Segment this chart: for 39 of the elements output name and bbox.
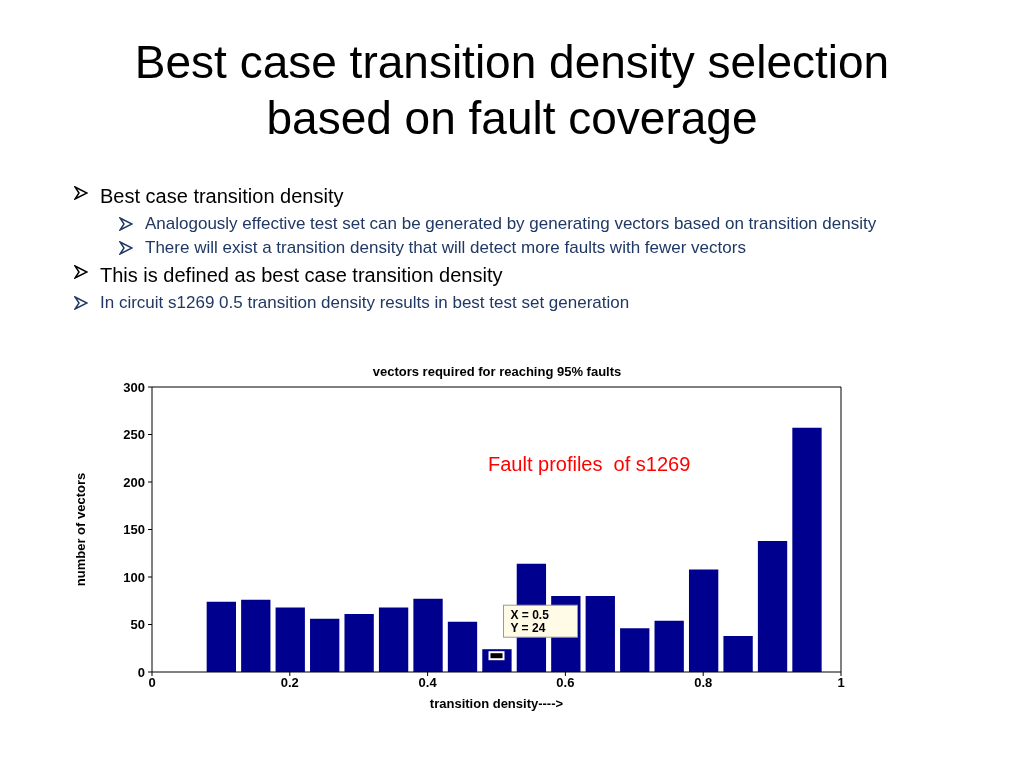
bar	[757, 540, 788, 672]
y-tick-label: 300	[123, 379, 145, 395]
bar	[275, 607, 305, 672]
bar	[688, 569, 719, 672]
bar	[723, 635, 753, 672]
text: Best case transition density	[100, 184, 345, 209]
text: This is defined as best case transition density	[100, 263, 504, 288]
bar	[310, 618, 340, 672]
x-tick-label: 0	[148, 675, 156, 691]
bar	[378, 607, 409, 672]
bar	[447, 621, 478, 672]
x-tick-label: 0.2	[280, 675, 299, 691]
text: Analogously effective test set can be generated by generating vectors based on transition density	[145, 213, 878, 234]
x-tick-label: 0.8	[694, 675, 713, 691]
x-tick-label: 0.4	[418, 675, 438, 691]
text: In circuit s1269 0.5 transition density results in best test set generation	[100, 292, 631, 313]
bar	[585, 596, 615, 672]
chart-title: Best case transition density selection based on fault coverage	[133, 35, 891, 146]
bar	[792, 427, 822, 672]
y-tick-label: 150	[123, 522, 145, 538]
y-tick-label: 200	[123, 474, 145, 490]
y-tick-label: 250	[123, 427, 145, 443]
chart-subtitle: vectors required for reaching 95% faults	[371, 364, 623, 379]
text: There will exist a transition density that will detect more faults with fewer vectors	[145, 237, 747, 258]
bar	[241, 599, 271, 672]
y-tick-label: 50	[130, 617, 145, 633]
bar	[413, 598, 443, 672]
x-axis-title: transition density---->	[429, 696, 564, 711]
annotation: X = 0.5 Y = 24	[510, 608, 550, 636]
annotation: Fault profiles of s1269	[488, 453, 691, 476]
y-tick-label: 0	[137, 664, 145, 680]
bar	[654, 620, 684, 672]
bar	[620, 628, 650, 672]
bar	[206, 601, 236, 672]
y-tick-label: 100	[123, 569, 145, 585]
x-tick-label: 1	[837, 675, 845, 691]
y-axis-title: number of vectors	[72, 472, 88, 587]
bar	[344, 614, 374, 672]
x-tick-label: 0.6	[556, 675, 575, 691]
